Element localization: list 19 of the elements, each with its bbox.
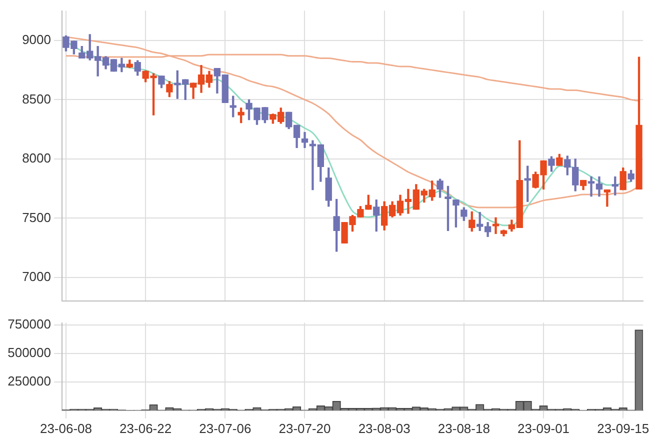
y-tick-label: 7000 xyxy=(22,269,51,284)
y-tick-label: 7500 xyxy=(22,210,51,225)
x-tick-label: 23-08-18 xyxy=(438,420,490,436)
y-tick-label: 9000 xyxy=(22,32,51,48)
y-tick-label: 8500 xyxy=(22,91,51,106)
x-tick-label: 23-09-15 xyxy=(597,420,650,436)
y-tick-label: 500000 xyxy=(8,345,51,360)
x-tick-label: 23-07-20 xyxy=(278,420,331,436)
x-tick-label: 23-07-06 xyxy=(199,420,252,436)
x-tick-label: 23-08-03 xyxy=(358,420,410,436)
x-tick-label: 23-06-08 xyxy=(40,420,92,436)
x-tick-label: 23-06-22 xyxy=(120,420,172,436)
y-tick-label: 750000 xyxy=(8,316,51,332)
x-tick-label: 23-09-01 xyxy=(517,420,570,436)
candlestick xyxy=(492,217,500,234)
candlestick xyxy=(588,176,595,197)
y-tick-label: 250000 xyxy=(8,374,51,389)
candlestick xyxy=(604,189,611,207)
y-tick-label: 8000 xyxy=(22,150,51,166)
